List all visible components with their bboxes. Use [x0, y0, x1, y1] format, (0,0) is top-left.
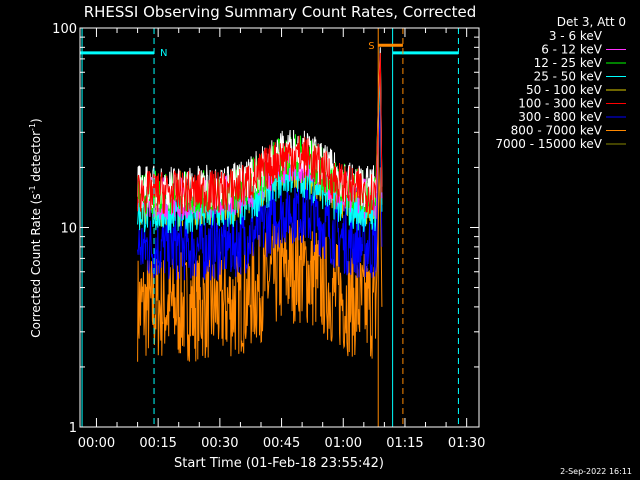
x-tick-label: 00:00 — [78, 436, 115, 451]
y-axis-label-part: Corrected Count Rate (s — [29, 193, 43, 337]
y-axis-label-part: detector — [29, 131, 43, 186]
data-layer — [137, 47, 383, 362]
legend-label: 12 - 25 keV — [534, 56, 603, 70]
x-tick-label: 01:30 — [448, 436, 485, 451]
x-tick-label: 01:00 — [325, 436, 362, 451]
chart-title: RHESSI Observing Summary Count Rates, Co… — [84, 3, 477, 21]
legend-label: 25 - 50 keV — [534, 70, 603, 84]
y-axis-label: Corrected Count Rate (s-1 detector-1) — [28, 118, 43, 337]
legend-label: 6 - 12 keV — [541, 43, 603, 57]
legend-label: 50 - 100 keV — [526, 83, 603, 97]
x-tick-label: 00:30 — [201, 436, 238, 451]
legend-header: Det 3, Att 0 — [557, 15, 626, 29]
y-axis-label-part: ) — [29, 118, 43, 123]
legend-label: 100 - 300 keV — [518, 97, 602, 111]
y-axis-label-sup: -1 — [28, 185, 37, 193]
legend-label: 800 - 7000 keV — [511, 124, 603, 138]
saa-label: S — [368, 41, 374, 52]
x-tick-label: 01:15 — [386, 436, 423, 451]
y-tick-label: 1 — [69, 421, 77, 436]
timestamp: 2-Sep-2022 16:11 — [560, 467, 632, 476]
y-axis: 1 10 100 — [52, 22, 479, 436]
series-line — [137, 167, 383, 362]
x-axis: 00:00 00:15 00:30 00:45 01:00 01:15 01:30 — [78, 28, 485, 451]
series-line — [137, 107, 383, 281]
series-line — [137, 52, 383, 215]
y-tick-label: 10 — [60, 222, 77, 237]
legend-label: 7000 - 15000 keV — [495, 137, 602, 151]
legend-label: 3 - 6 keV — [549, 29, 603, 43]
y-axis-label-sup: -1 — [28, 123, 37, 131]
night-label: N — [160, 48, 167, 59]
y-tick-label: 100 — [52, 22, 77, 37]
x-tick-label: 00:15 — [139, 436, 176, 451]
x-tick-label: 00:45 — [263, 436, 300, 451]
x-axis-label: Start Time (01-Feb-18 23:55:42) — [174, 456, 384, 471]
legend-label: 300 - 800 keV — [518, 110, 602, 124]
